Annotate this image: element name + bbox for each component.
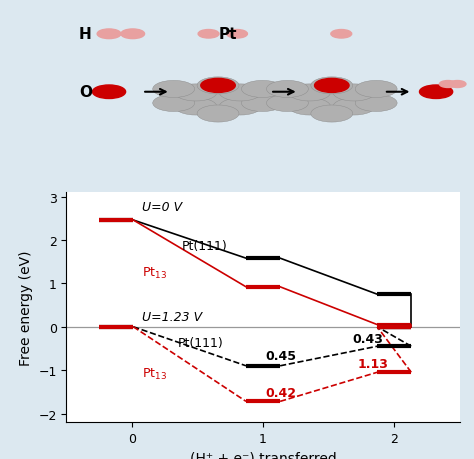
- Text: 0.45: 0.45: [266, 350, 297, 363]
- Circle shape: [175, 85, 217, 102]
- Text: Pt$_{13}$: Pt$_{13}$: [142, 366, 167, 381]
- Text: Pt(111): Pt(111): [178, 336, 224, 350]
- Circle shape: [355, 95, 397, 112]
- Circle shape: [92, 86, 126, 99]
- Circle shape: [311, 106, 353, 123]
- Circle shape: [289, 99, 330, 116]
- Circle shape: [266, 81, 309, 98]
- Circle shape: [97, 30, 121, 39]
- Circle shape: [331, 30, 352, 39]
- Circle shape: [241, 95, 283, 112]
- Circle shape: [219, 85, 261, 102]
- Circle shape: [311, 78, 353, 95]
- Circle shape: [153, 95, 195, 112]
- Circle shape: [333, 85, 375, 102]
- Circle shape: [227, 30, 247, 39]
- Text: Pt(111): Pt(111): [182, 240, 228, 252]
- Circle shape: [449, 81, 466, 88]
- Text: U=0 V: U=0 V: [142, 201, 182, 213]
- Text: U=1.23 V: U=1.23 V: [142, 311, 202, 324]
- Circle shape: [266, 95, 309, 112]
- Text: 0.43: 0.43: [352, 333, 383, 346]
- Text: Pt: Pt: [218, 27, 237, 42]
- Y-axis label: Free energy (eV): Free energy (eV): [18, 250, 33, 365]
- X-axis label: (H⁺ + e⁻) transferred: (H⁺ + e⁻) transferred: [190, 450, 337, 459]
- Text: 0.42: 0.42: [266, 386, 297, 399]
- Circle shape: [153, 81, 195, 98]
- Circle shape: [121, 30, 145, 39]
- Circle shape: [333, 99, 375, 116]
- Circle shape: [201, 79, 235, 93]
- Text: O: O: [79, 85, 92, 100]
- Circle shape: [419, 86, 453, 99]
- Circle shape: [355, 81, 397, 98]
- Text: H: H: [79, 27, 91, 42]
- Circle shape: [197, 106, 239, 123]
- Circle shape: [315, 79, 349, 93]
- Circle shape: [289, 85, 330, 102]
- Text: 1.13: 1.13: [357, 358, 388, 370]
- Circle shape: [175, 99, 217, 116]
- Circle shape: [311, 92, 353, 109]
- Circle shape: [197, 92, 239, 109]
- Circle shape: [198, 30, 219, 39]
- Circle shape: [219, 99, 261, 116]
- Circle shape: [241, 81, 283, 98]
- Text: Pt$_{13}$: Pt$_{13}$: [142, 265, 167, 280]
- Circle shape: [197, 78, 239, 95]
- Circle shape: [439, 81, 456, 88]
